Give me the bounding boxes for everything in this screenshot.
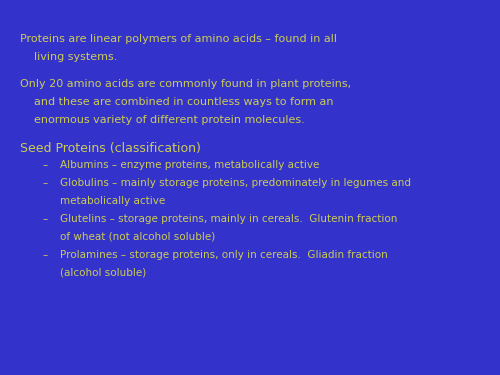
Text: Globulins – mainly storage proteins, predominately in legumes and: Globulins – mainly storage proteins, pre…	[60, 178, 411, 188]
Text: living systems.: living systems.	[20, 52, 117, 62]
Text: Proteins are linear polymers of amino acids – found in all: Proteins are linear polymers of amino ac…	[20, 34, 337, 44]
Text: metabolically active: metabolically active	[60, 196, 165, 206]
Text: (alcohol soluble): (alcohol soluble)	[60, 268, 146, 278]
Text: enormous variety of different protein molecules.: enormous variety of different protein mo…	[20, 115, 305, 125]
Text: Glutelins – storage proteins, mainly in cereals.  Glutenin fraction: Glutelins – storage proteins, mainly in …	[60, 214, 398, 224]
Text: Albumins – enzyme proteins, metabolically active: Albumins – enzyme proteins, metabolicall…	[60, 160, 320, 170]
Text: and these are combined in countless ways to form an: and these are combined in countless ways…	[20, 97, 334, 107]
Text: Only 20 amino acids are commonly found in plant proteins,: Only 20 amino acids are commonly found i…	[20, 79, 351, 89]
Text: of wheat (not alcohol soluble): of wheat (not alcohol soluble)	[60, 232, 215, 242]
Text: –: –	[42, 250, 48, 260]
Text: –: –	[42, 214, 48, 224]
Text: Prolamines – storage proteins, only in cereals.  Gliadin fraction: Prolamines – storage proteins, only in c…	[60, 250, 388, 260]
Text: –: –	[42, 178, 48, 188]
Text: –: –	[42, 160, 48, 170]
Text: Seed Proteins (classification): Seed Proteins (classification)	[20, 142, 201, 155]
